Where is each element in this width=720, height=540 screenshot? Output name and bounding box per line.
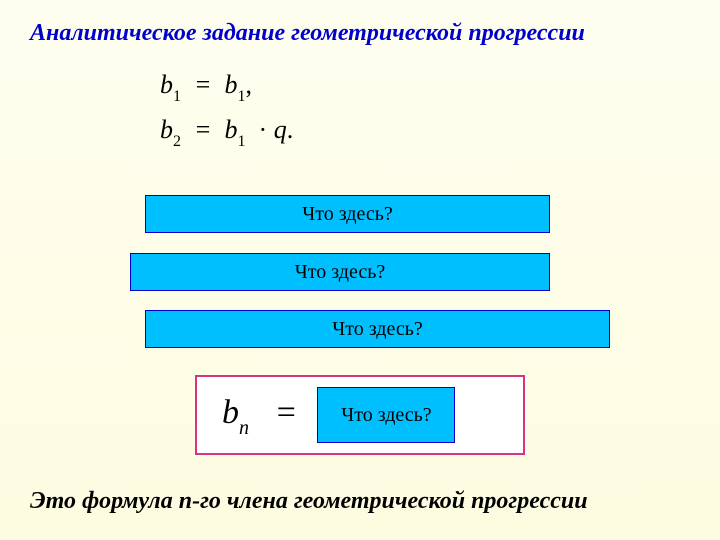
eq1-right-sub: 1	[238, 88, 246, 105]
formula-lhs: bn =	[222, 394, 297, 437]
formula-eq: =	[275, 394, 298, 431]
reveal-box-2[interactable]: Что здесь?	[130, 253, 550, 291]
formula-sub: n	[239, 417, 249, 439]
eq2-left-sub: 2	[173, 133, 181, 150]
eq1-right-var: b	[225, 70, 238, 99]
eq2-dot-sym: ·	[259, 115, 268, 144]
bottom-caption: Это формула n-го члена геометрической пр…	[30, 488, 588, 515]
eq2-r1-var: b	[225, 115, 238, 144]
eq2-tail: .	[287, 115, 294, 144]
equation-1: b1 = b1,	[160, 70, 252, 104]
eq1-left-var: b	[160, 70, 173, 99]
reveal-box-1[interactable]: Что здесь?	[145, 195, 550, 233]
slide-title: Аналитическое задание геометрической про…	[30, 20, 585, 47]
eq1-tail: ,	[246, 70, 253, 99]
eq2-r2-var: q	[274, 115, 287, 144]
reveal-box-4[interactable]: Что здесь?	[317, 387, 455, 443]
reveal-box-3[interactable]: Что здесь?	[145, 310, 610, 348]
formula-frame: bn = Что здесь?	[195, 375, 525, 455]
eq2-left-var: b	[160, 115, 173, 144]
equation-2: b2 = b1 · q.	[160, 115, 293, 149]
eq1-left-sub: 1	[173, 88, 181, 105]
eq2-r1-sub: 1	[238, 133, 246, 150]
formula-var: b	[222, 394, 239, 431]
